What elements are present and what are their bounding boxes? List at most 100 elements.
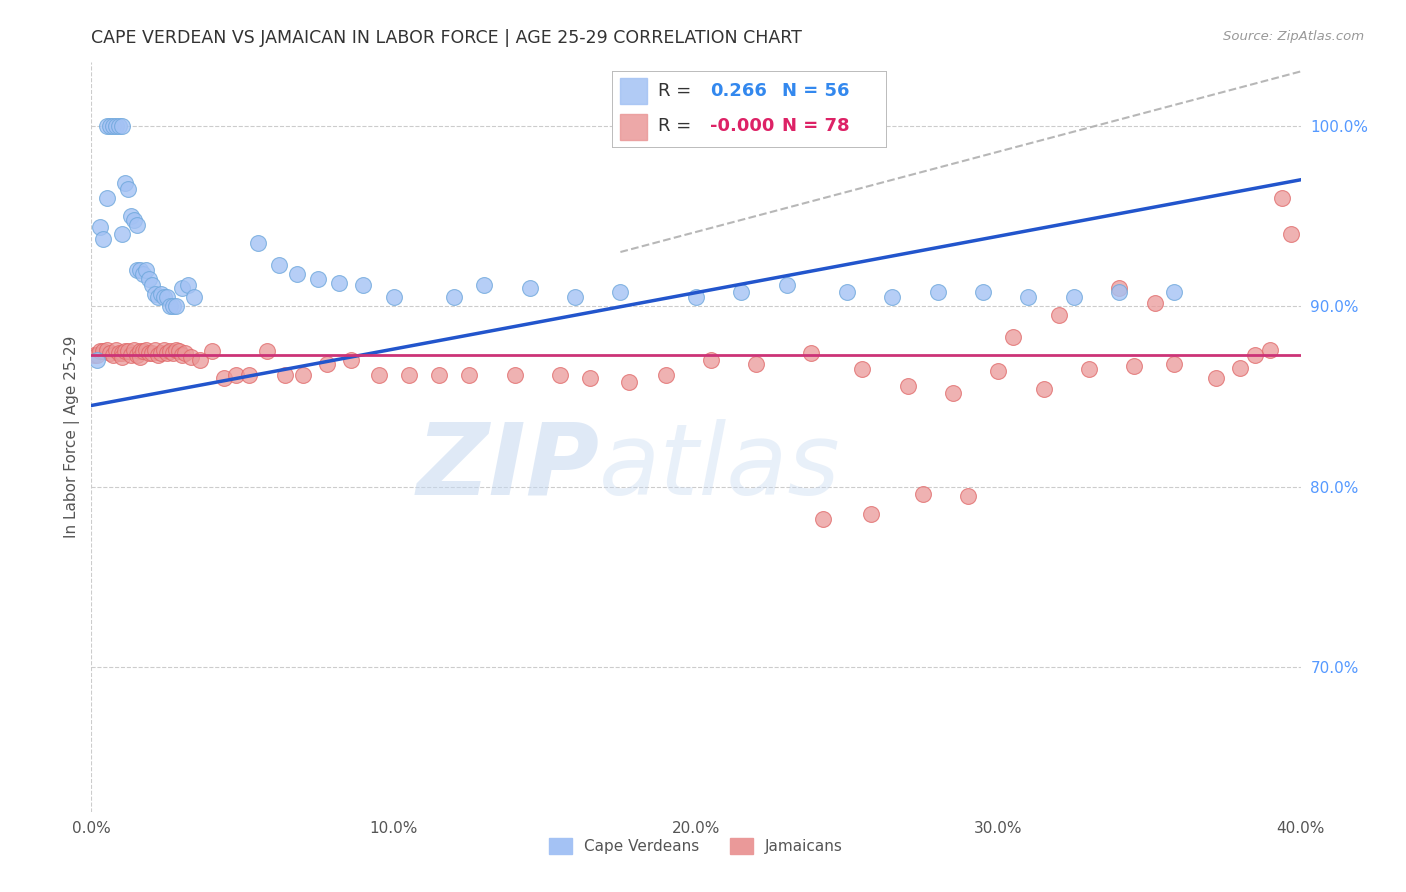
Point xyxy=(256,344,278,359)
Point xyxy=(107,346,129,360)
Point xyxy=(128,263,150,277)
Point xyxy=(167,344,190,359)
Point xyxy=(274,368,297,382)
Point xyxy=(458,368,481,382)
Point xyxy=(114,344,136,359)
Point xyxy=(214,371,236,385)
Point xyxy=(172,348,194,362)
Point xyxy=(811,512,834,526)
Point xyxy=(942,385,965,400)
Point xyxy=(519,281,541,295)
Point xyxy=(225,368,247,382)
Point xyxy=(1108,281,1130,295)
Point xyxy=(730,285,752,299)
Point xyxy=(117,344,139,359)
Point xyxy=(285,267,308,281)
Point xyxy=(835,285,858,299)
Text: -0.000: -0.000 xyxy=(710,117,775,135)
Legend: Cape Verdeans, Jamaicans: Cape Verdeans, Jamaicans xyxy=(543,832,849,860)
Point xyxy=(138,346,160,360)
Point xyxy=(111,350,132,364)
Point xyxy=(1229,360,1251,375)
Point xyxy=(128,350,150,364)
Point xyxy=(156,346,179,360)
Point xyxy=(1018,290,1040,304)
Point xyxy=(956,489,979,503)
Point xyxy=(180,350,202,364)
Point xyxy=(89,219,111,234)
Text: ZIP: ZIP xyxy=(416,418,599,516)
Point xyxy=(352,277,374,292)
Point xyxy=(972,285,994,299)
Point xyxy=(165,299,187,313)
Point xyxy=(328,276,350,290)
Point xyxy=(911,487,934,501)
Point xyxy=(125,263,148,277)
Point xyxy=(159,344,181,359)
Point xyxy=(146,348,169,362)
Point xyxy=(307,272,329,286)
Point xyxy=(149,286,172,301)
Point xyxy=(83,348,105,362)
Point xyxy=(122,212,145,227)
Point xyxy=(174,346,197,360)
Point xyxy=(292,368,315,382)
Text: CAPE VERDEAN VS JAMAICAN IN LABOR FORCE | AGE 25-29 CORRELATION CHART: CAPE VERDEAN VS JAMAICAN IN LABOR FORCE … xyxy=(91,29,803,47)
Point xyxy=(111,227,132,241)
Point xyxy=(146,290,169,304)
Point xyxy=(1077,362,1099,376)
Point xyxy=(1271,191,1294,205)
Point xyxy=(1108,285,1130,299)
Bar xyxy=(620,114,647,140)
Point xyxy=(548,368,571,382)
Point xyxy=(1281,227,1303,241)
Point xyxy=(162,346,184,360)
Point xyxy=(153,343,176,357)
Point xyxy=(1244,348,1267,362)
Point xyxy=(125,348,148,362)
Point xyxy=(1123,359,1146,373)
Bar xyxy=(620,78,647,104)
Text: R =: R = xyxy=(658,82,692,100)
Point xyxy=(98,119,121,133)
Point xyxy=(882,290,904,304)
Point xyxy=(125,218,148,232)
Point xyxy=(1047,308,1070,322)
Point xyxy=(398,368,420,382)
Point xyxy=(860,507,883,521)
Point xyxy=(246,235,269,250)
Point xyxy=(128,344,150,359)
Point xyxy=(98,346,121,360)
Point xyxy=(101,348,124,362)
Point xyxy=(609,285,631,299)
Point xyxy=(700,353,723,368)
Point xyxy=(1163,285,1185,299)
Point xyxy=(1063,290,1085,304)
Point xyxy=(172,281,194,295)
Point xyxy=(135,343,157,357)
Point xyxy=(443,290,465,304)
Point xyxy=(316,357,339,371)
Point xyxy=(1260,343,1282,357)
Point xyxy=(132,267,155,281)
Point xyxy=(1163,357,1185,371)
Point xyxy=(96,343,118,357)
Point xyxy=(107,119,129,133)
Point xyxy=(340,353,363,368)
Point xyxy=(86,353,108,368)
Point xyxy=(472,277,495,292)
Text: atlas: atlas xyxy=(599,418,841,516)
Point xyxy=(183,290,205,304)
Point xyxy=(96,119,118,133)
Point xyxy=(1032,382,1054,396)
Point xyxy=(143,286,166,301)
Point xyxy=(156,290,179,304)
Point xyxy=(201,344,224,359)
Point xyxy=(111,119,132,133)
Text: R =: R = xyxy=(658,117,692,135)
Text: N = 78: N = 78 xyxy=(782,117,849,135)
Point xyxy=(96,191,118,205)
Point xyxy=(177,277,200,292)
Point xyxy=(117,182,139,196)
Point xyxy=(86,348,108,362)
